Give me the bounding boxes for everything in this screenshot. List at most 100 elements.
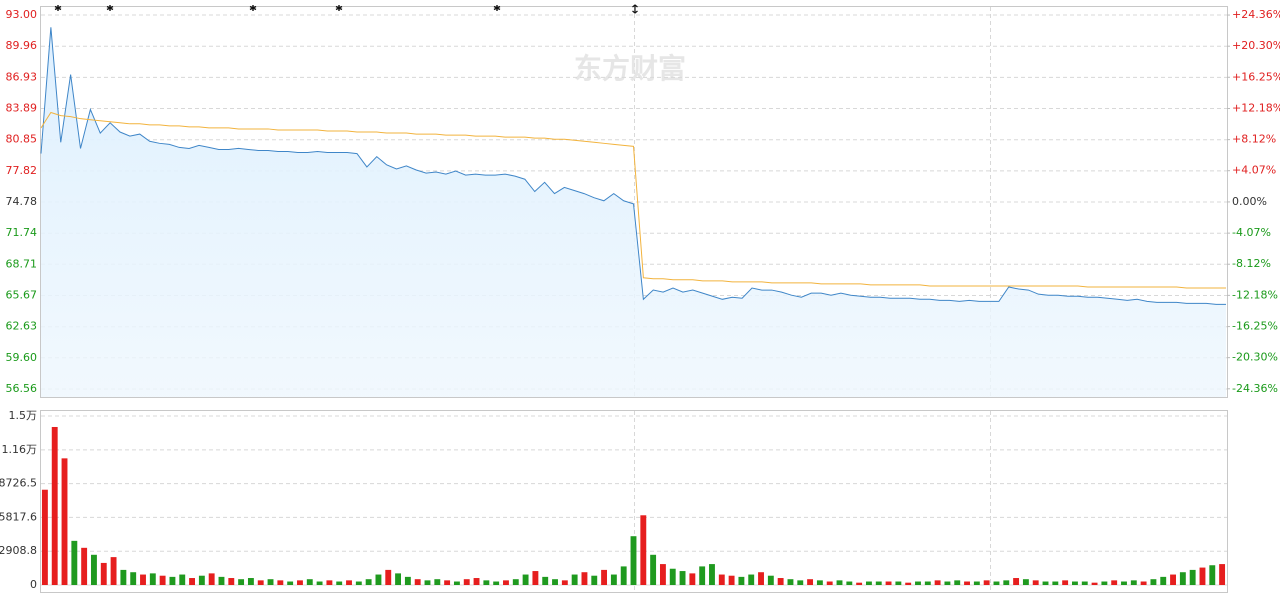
volume-bar [81,547,88,585]
y-tick-label: 1.5万 [9,409,38,422]
volume-bar [287,581,294,585]
volume-bar [267,579,274,585]
y-tick-label: 68.71 [6,257,38,270]
y-tick-label: 74.78 [6,195,38,208]
volume-bar [934,580,941,585]
volume-bar [473,578,480,585]
y2-tick-label: +8.12% [1232,133,1276,146]
y2-tick-label: +4.07% [1232,164,1276,177]
volume-bar [1101,581,1108,585]
event-marker [632,4,638,14]
volume-bar [41,489,48,585]
volume-bar [964,581,970,585]
volume-bar [758,572,764,585]
volume-bar [444,580,451,585]
volume-bar [120,569,127,585]
y-tick-label: 59.60 [6,351,38,364]
volume-bar [973,581,980,585]
watermark: 东方财富 [574,52,686,85]
volume-bar [915,581,921,585]
volume-bar [718,574,725,585]
y-tick-label: 83.89 [6,102,38,115]
volume-bar [1081,581,1088,585]
volume-bar [1042,581,1049,585]
volume-bar [228,578,235,585]
volume-bar [807,579,814,585]
volume-bar [61,458,68,585]
volume-bar [1219,564,1226,585]
volume-bar [630,536,637,585]
volume-bar [336,581,343,585]
volume-bar [257,580,264,585]
volume-bar [993,581,1000,585]
volume-bar [1062,580,1069,585]
volume-bar [1003,580,1010,585]
volume-bar [610,574,617,585]
y2-tick-label: +16.25% [1232,70,1280,83]
event-markers [54,4,638,14]
volume-bar [198,575,205,585]
y-tick-label: 0 [30,578,37,591]
volume-bar [983,580,990,585]
volume-bar [71,540,78,585]
volume-bar [208,573,215,585]
y-tick-label: 56.56 [6,382,38,395]
volume-bar [650,554,657,585]
volume-bar [483,580,490,585]
volume-bar [179,574,186,585]
volume-bar [189,578,195,585]
y2-tick-label: -20.30% [1232,351,1278,364]
volume-bar [493,581,500,585]
volume-bar [463,579,470,585]
volume-bar [1091,582,1098,585]
volume-bar [297,580,303,585]
volume-bar [875,581,882,585]
y-tick-label: 62.63 [6,320,38,333]
volume-bar [404,576,411,585]
volume-bar [856,582,863,585]
volume-bar [787,579,794,585]
y2-tick-label: -8.12% [1232,257,1271,270]
volume-bar [247,578,254,585]
y-tick-label: 80.85 [6,133,38,146]
volume-bar [100,562,107,585]
volume-bar [316,581,323,585]
volume-bar [767,575,774,585]
volume-bar [1189,569,1196,585]
y2-tick-label: -4.07% [1232,226,1271,239]
y-tick-label: 65.67 [6,289,38,302]
event-marker [54,5,62,11]
y2-tick-label: -24.36% [1232,382,1278,395]
volume-bar [620,566,627,585]
volume-bar [1032,580,1039,585]
volume-bar [954,580,961,585]
volume-bar [816,580,823,585]
y-tick-label: 86.93 [6,70,38,83]
volume-bar [659,564,666,585]
y2-tick-label: +12.18% [1232,101,1280,114]
volume-bar [169,576,176,585]
volume-bar [1150,579,1157,585]
y-tick-label: 89.96 [6,39,38,52]
event-marker [335,5,343,11]
y2-tick-label: +20.30% [1232,39,1280,52]
volume-bar [640,515,647,585]
y2-tick-label: -16.25% [1232,320,1278,333]
volume-bar [375,574,382,585]
y-tick-label: 71.74 [6,226,38,239]
volume-bar [395,573,402,585]
volume-bar [1199,567,1206,585]
volume-bar [895,581,902,585]
y-tick-label: 2908.8 [0,544,37,557]
volume-bar [777,578,784,585]
volume-bar [1209,565,1216,585]
y-tick-label: 77.82 [6,164,38,177]
volume-bar [522,574,529,585]
volume-bar [385,569,392,585]
volume-bar [905,582,912,585]
volume-bar [846,581,853,585]
volume-bar [924,581,931,585]
event-marker [106,5,114,11]
volume-bar [503,580,509,585]
